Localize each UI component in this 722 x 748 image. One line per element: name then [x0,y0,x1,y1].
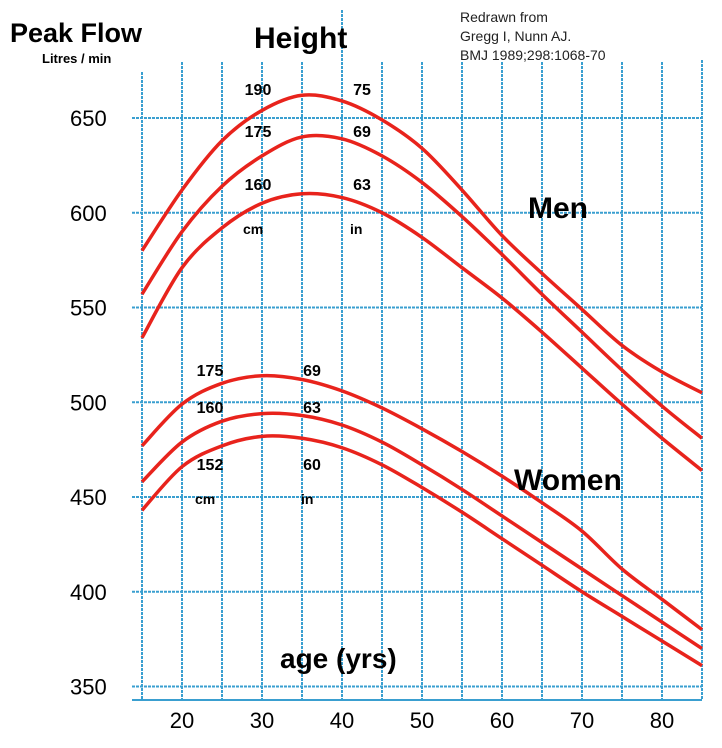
y-tick-label: 650 [70,106,107,131]
labels: Peak Flow Litres / min Height Redrawn fr… [10,9,622,674]
height-label-in: 60 [303,457,321,474]
height-label-cm: 160 [245,177,272,194]
height-label-cm: 160 [197,400,224,417]
source-line-1: Redrawn from [460,9,548,25]
grid [132,10,703,701]
height-label-cm: 175 [197,363,224,380]
series-line-women-152 [140,434,703,668]
source-line-3: BMJ 1989;298:1068-70 [460,47,606,63]
women-cm-unit: cm [195,491,215,507]
x-tick-label: 70 [570,708,594,733]
y-tick-label: 350 [70,675,107,700]
source-line-2: Gregg I, Nunn AJ. [460,28,571,44]
chart-title: Peak Flow [10,18,143,48]
tick-labels: 350 400 450 500 550 600 650 20 30 40 50 60 70 80 190 75… [70,82,674,733]
height-label-in: 69 [303,363,321,380]
height-label-cm: 190 [245,82,272,99]
series-line-women-175 [140,373,704,632]
x-tick-label: 80 [650,708,674,733]
x-tick-label: 30 [250,708,274,733]
height-label-cm: 152 [197,457,224,474]
height-label-in: 63 [303,400,321,417]
series-line-men-175 [140,133,704,440]
x-tick-label: 60 [490,708,514,733]
men-cm-unit: cm [243,221,263,237]
y-tick-label: 500 [70,390,107,415]
series-line-men-190 [140,93,703,395]
x-tick-label: 20 [170,708,194,733]
y-tick-label: 550 [70,296,107,321]
series-lines [140,93,704,668]
x-tick-label: 40 [330,708,354,733]
y-tick-label: 400 [70,580,107,605]
x-tick-label: 50 [410,708,434,733]
series-line-women-160 [140,411,703,651]
height-label-in: 69 [353,124,371,141]
height-label-in: 63 [353,177,371,194]
y-tick-label: 450 [70,485,107,510]
x-axis-label: age (yrs) [280,643,397,674]
y-axis-label: Litres / min [42,51,111,66]
y-tick-label: 600 [70,201,107,226]
group-label-men: Men [528,192,588,225]
series-line-men-160 [140,191,704,472]
group-label-women: Women [514,464,622,497]
height-label-in: 75 [353,82,371,99]
men-in-unit: in [350,221,362,237]
height-heading: Height [254,22,347,55]
height-label-cm: 175 [245,124,272,141]
women-in-unit: in [301,491,313,507]
